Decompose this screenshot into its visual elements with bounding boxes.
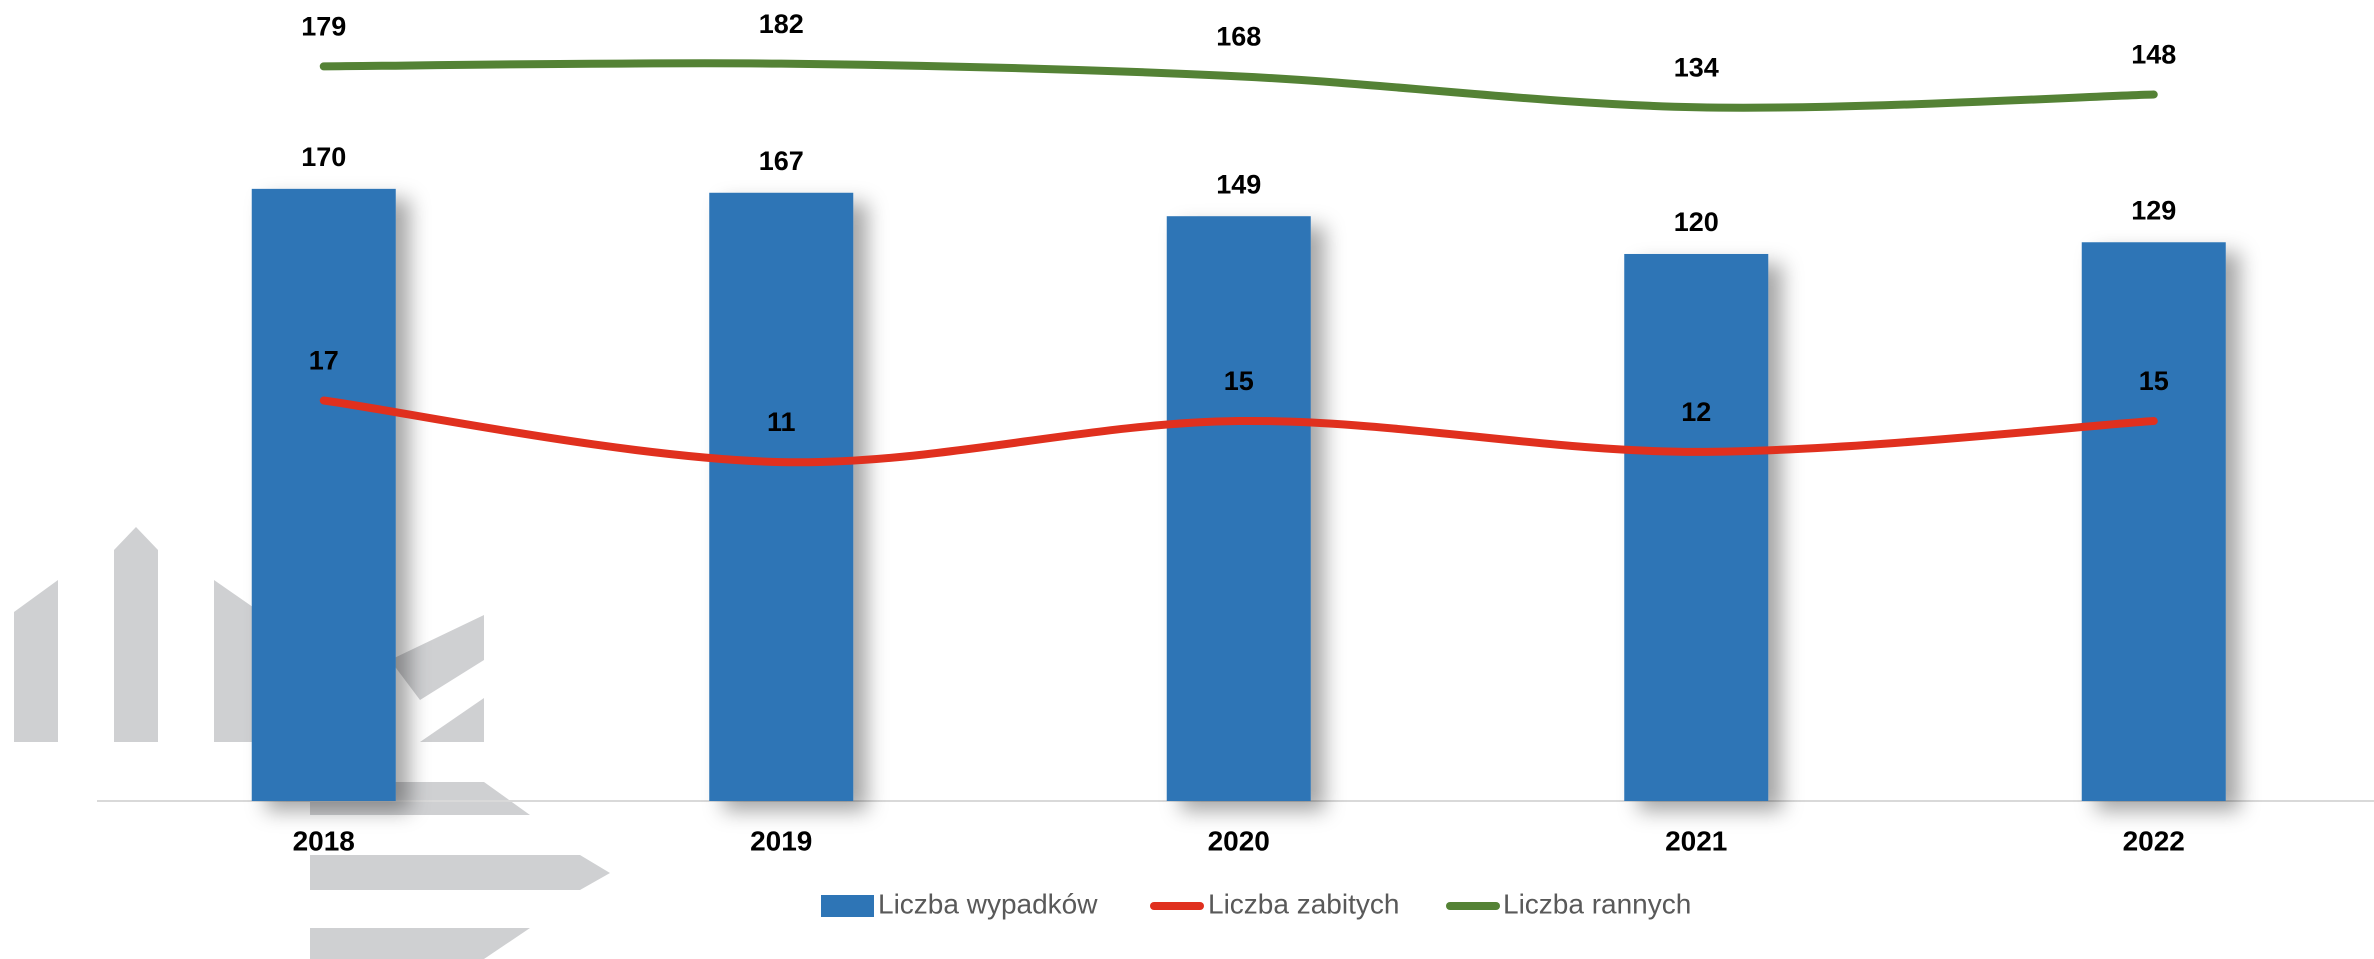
bar [1167, 216, 1311, 801]
bar [709, 193, 853, 801]
data-label: 149 [1216, 169, 1261, 199]
x-tick-label: 2018 [293, 825, 355, 856]
data-label: 17 [309, 346, 339, 376]
data-label: 168 [1216, 21, 1261, 51]
data-label: 120 [1674, 207, 1719, 237]
data-label: 12 [1681, 397, 1711, 427]
x-tick-label: 2019 [750, 825, 812, 856]
chart: 2018 2019 2020 2021 2022 170 167 149 120 129 17 11 1… [0, 0, 2374, 959]
data-label: 129 [2131, 195, 2176, 225]
x-tick-label: 2022 [2123, 825, 2185, 856]
line [324, 63, 2154, 107]
legend-label: Liczba rannych [1503, 888, 1691, 919]
legend-swatch [821, 895, 874, 917]
data-label: 15 [2139, 366, 2169, 396]
data-label: 148 [2131, 40, 2176, 70]
legend-label: Liczba wypadków [878, 888, 1098, 919]
data-label: 167 [759, 146, 804, 176]
x-tick-label: 2020 [1208, 825, 1270, 856]
legend: Liczba wypadków Liczba zabitych Liczba ran… [821, 888, 1691, 919]
data-label: 134 [1674, 52, 1719, 82]
x-tick-label: 2021 [1665, 825, 1727, 856]
bar [252, 189, 396, 801]
data-label: 170 [301, 142, 346, 172]
data-label: 182 [759, 9, 804, 39]
bar [2082, 242, 2226, 801]
bar [1624, 254, 1768, 801]
data-label: 15 [1224, 366, 1254, 396]
legend-label: Liczba zabitych [1208, 888, 1399, 919]
plot: 2018 2019 2020 2021 2022 170 167 149 120 129 17 11 1… [252, 9, 2226, 857]
data-label: 11 [767, 407, 796, 437]
data-label: 179 [301, 11, 346, 41]
